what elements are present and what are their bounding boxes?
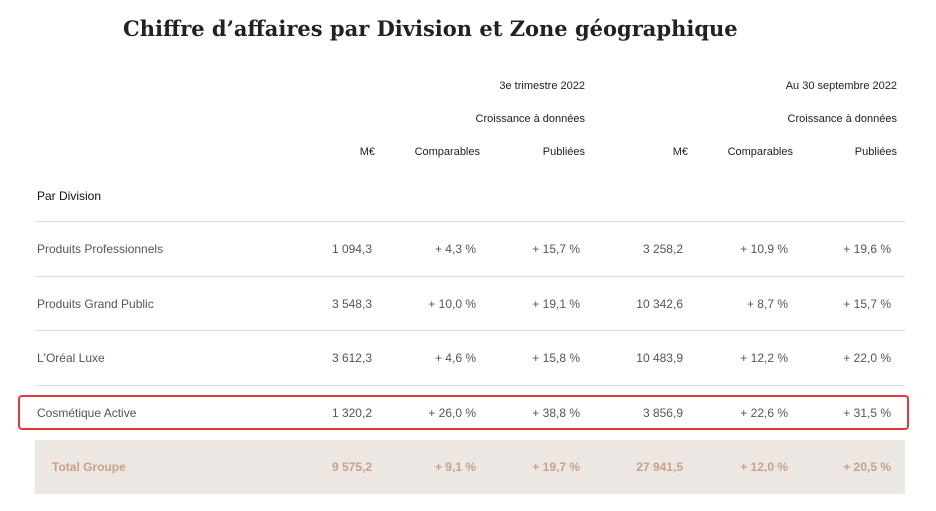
ytd-growth-label: Croissance à données — [787, 113, 897, 125]
total-row: Total Groupe 9 575,2 + 9,1 % + 19,7 % 27… — [0, 440, 936, 494]
ytd-period-label: Au 30 septembre 2022 — [785, 80, 897, 92]
q3-meur-cell: 3 548,3 — [331, 297, 372, 311]
q3-publiees-cell: + 19,1 % — [532, 297, 580, 311]
highlight-box — [18, 395, 909, 430]
table-row: Produits Grand Public 3 548,3 + 10,0 % +… — [0, 277, 936, 331]
ytd-comparables-cell: + 8,7 % — [746, 297, 788, 311]
q3-comparables-cell: + 4,6 % — [434, 351, 476, 365]
row-label: L'Oréal Luxe — [37, 351, 105, 365]
row-label: Produits Professionnels — [37, 242, 164, 256]
total-label: Total Groupe — [52, 460, 126, 474]
q3-comparables-cell: + 26,0 % — [428, 406, 476, 420]
ytd-publiees-header: Publiées — [854, 146, 897, 158]
ytd-meur-cell: 3 258,2 — [642, 242, 683, 256]
ytd-comparables-header: Comparables — [727, 146, 793, 158]
q3-publiees-cell: + 38,8 % — [532, 406, 580, 420]
table-row: L'Oréal Luxe 3 612,3 + 4,6 % + 15,8 % 10… — [0, 331, 936, 385]
q3-comparables-cell: + 4,3 % — [434, 242, 476, 256]
ytd-meur-cell: 10 483,9 — [636, 351, 683, 365]
q3-meur-cell: 3 612,3 — [331, 351, 372, 365]
q3-publiees-cell: + 15,8 % — [532, 351, 580, 365]
q3-comparables-header: Comparables — [414, 146, 480, 158]
row-divider — [35, 385, 905, 386]
total-ytd-meur: 27 941,5 — [636, 460, 683, 474]
row-divider — [35, 276, 905, 277]
q3-publiees-cell: + 15,7 % — [532, 242, 580, 256]
ytd-publiees-cell: + 15,7 % — [843, 297, 891, 311]
section-label: Par Division — [37, 189, 102, 203]
ytd-meur-cell: 10 342,6 — [636, 297, 683, 311]
row-label: Cosmétique Active — [37, 406, 137, 420]
total-q3-publiees: + 19,7 % — [532, 460, 580, 474]
table-row-highlighted: Cosmétique Active 1 320,2 + 26,0 % + 38,… — [0, 386, 936, 440]
total-row-background — [35, 440, 905, 494]
q3-publiees-header: Publiées — [542, 146, 585, 158]
ytd-publiees-cell: + 22,0 % — [843, 351, 891, 365]
ytd-meur-header: M€ — [672, 146, 688, 158]
ytd-meur-cell: 3 856,9 — [642, 406, 683, 420]
page-title: Chiffre d’affaires par Division et Zone … — [123, 16, 738, 41]
q3-comparables-cell: + 10,0 % — [428, 297, 476, 311]
q3-meur-cell: 1 094,3 — [331, 242, 372, 256]
ytd-publiees-cell: + 19,6 % — [843, 242, 891, 256]
ytd-comparables-cell: + 12,2 % — [740, 351, 788, 365]
q3-meur-header: M€ — [359, 146, 375, 158]
table-row: Produits Professionnels 1 094,3 + 4,3 % … — [0, 222, 936, 276]
total-q3-meur: 9 575,2 — [331, 460, 372, 474]
q3-period-label: 3e trimestre 2022 — [499, 80, 585, 92]
ytd-comparables-cell: + 10,9 % — [740, 242, 788, 256]
row-label: Produits Grand Public — [37, 297, 154, 311]
q3-meur-cell: 1 320,2 — [331, 406, 372, 420]
row-divider — [35, 330, 905, 331]
ytd-publiees-cell: + 31,5 % — [843, 406, 891, 420]
row-divider — [35, 221, 905, 222]
total-q3-comparables: + 9,1 % — [434, 460, 476, 474]
q3-growth-label: Croissance à données — [475, 113, 585, 125]
total-ytd-comparables: + 12,0 % — [740, 460, 788, 474]
ytd-comparables-cell: + 22,6 % — [740, 406, 788, 420]
total-ytd-publiees: + 20,5 % — [843, 460, 891, 474]
